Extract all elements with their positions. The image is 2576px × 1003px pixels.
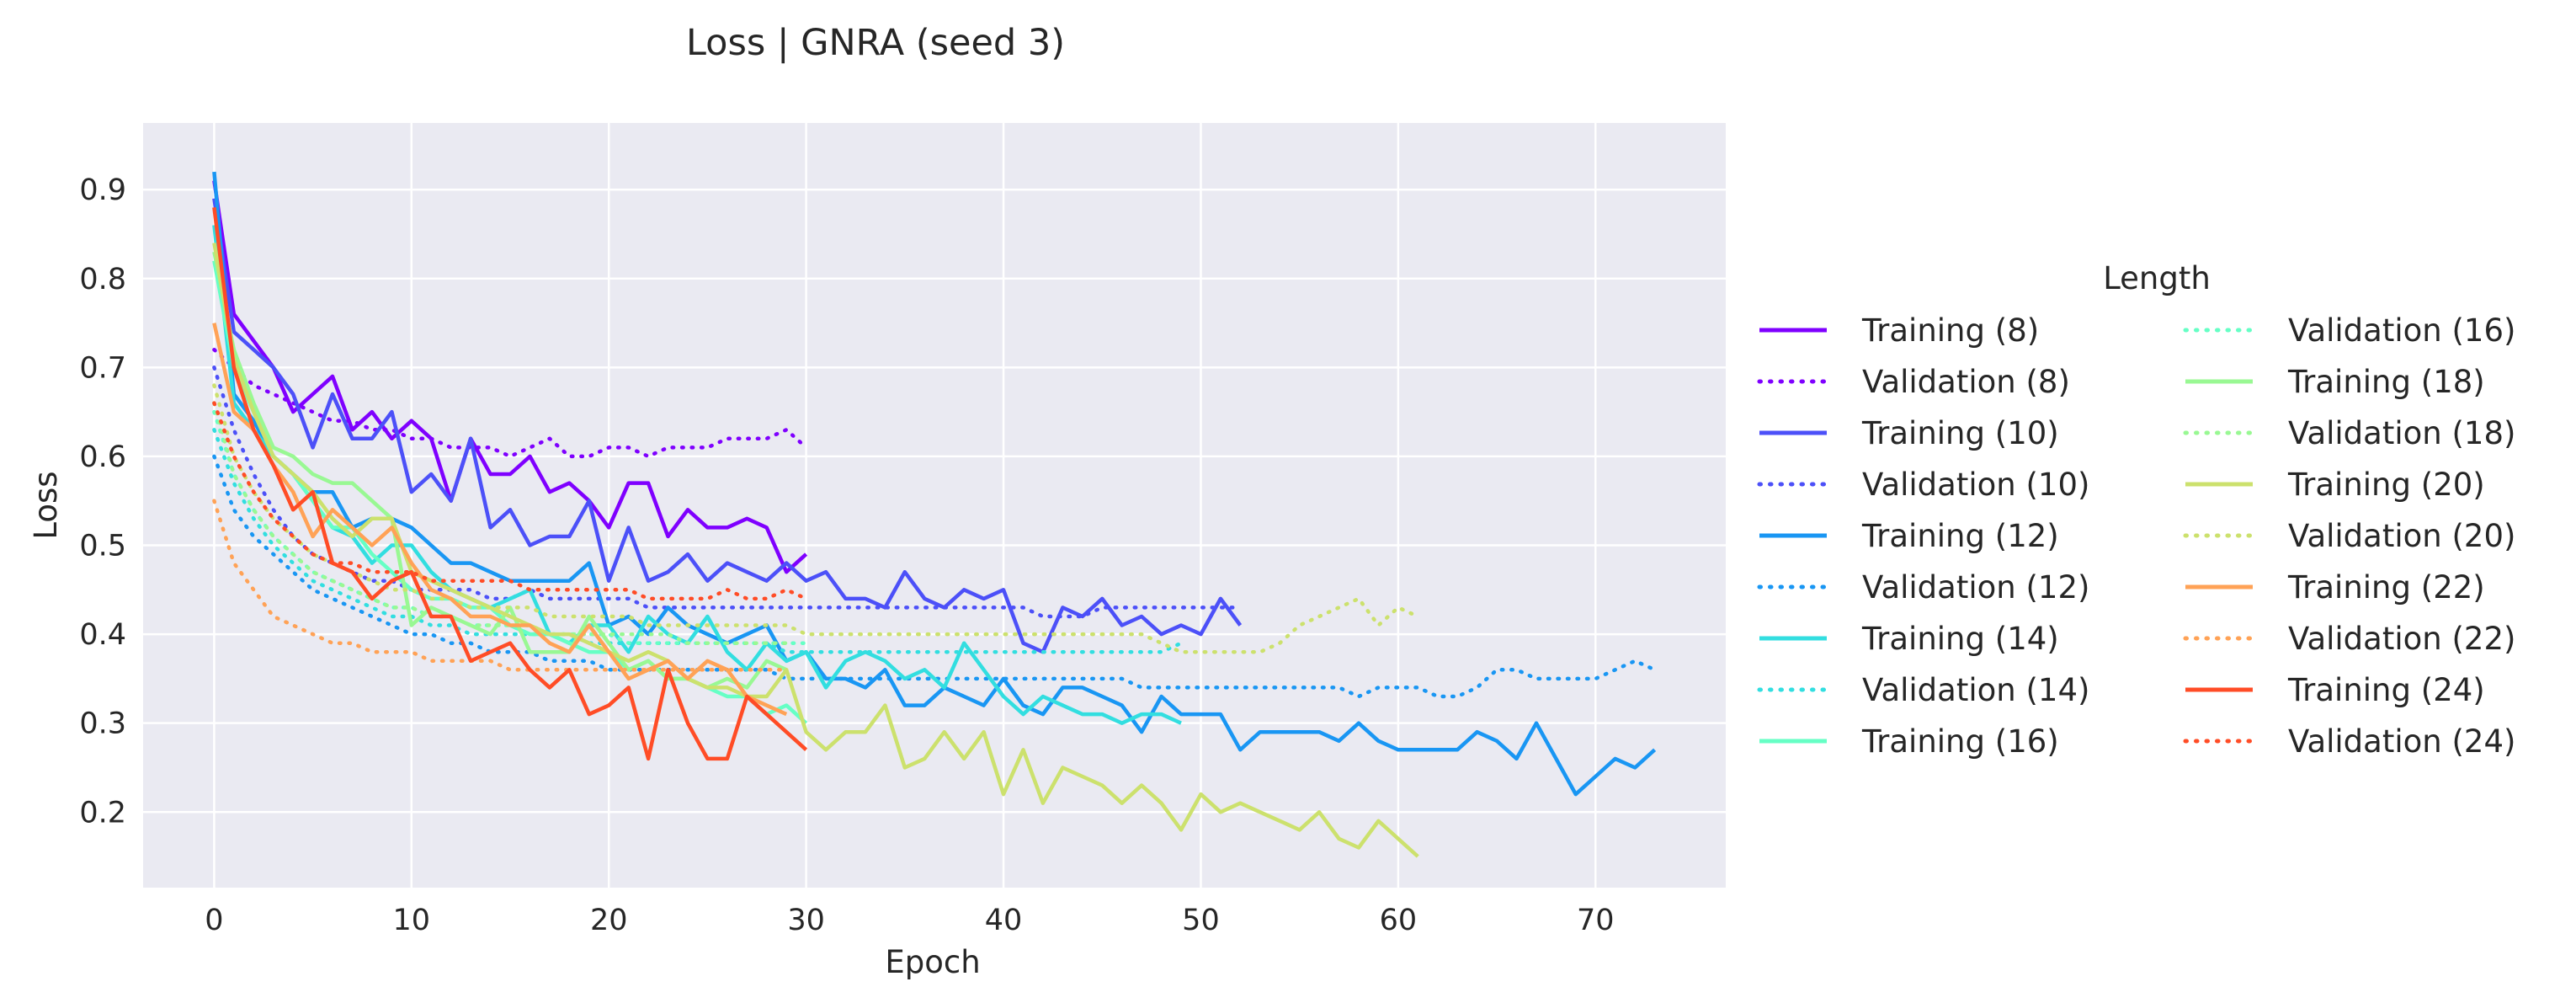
y-tick-label: 0.9 xyxy=(79,173,126,207)
legend-label: Validation (22) xyxy=(2288,621,2515,657)
series-line-11 xyxy=(212,401,789,645)
x-tick-label: 50 xyxy=(1182,904,1220,937)
y-tick-label: 0.5 xyxy=(79,530,126,563)
series-line-6 xyxy=(212,225,1182,725)
legend-label: Training (16) xyxy=(1861,723,2059,760)
legend-label: Training (18) xyxy=(2287,364,2485,400)
legend-label: Training (24) xyxy=(2287,672,2485,708)
series-lines xyxy=(212,171,1657,858)
legend-label: Training (22) xyxy=(2287,569,2485,606)
y-tick-label: 0.4 xyxy=(79,618,126,652)
y-tick-label: 0.8 xyxy=(79,263,126,296)
legend-label: Validation (16) xyxy=(2288,312,2515,349)
plot-area xyxy=(143,123,1726,888)
legend-label: Training (10) xyxy=(1861,415,2059,451)
tick-labels: 0 10 20 30 40 50 60 70 0.2 0.3 0.4 0.5 0.6 0.7 0.8 0.9 xyxy=(79,173,1614,937)
legend-label: Training (14) xyxy=(1861,621,2059,657)
series-line-0 xyxy=(212,180,808,574)
legend: Length Training (8) Validation (8) Trainin… xyxy=(1757,260,2515,760)
series-line-3 xyxy=(212,365,1243,619)
series-line-17 xyxy=(212,401,808,601)
legend-label: Validation (12) xyxy=(1862,569,2089,606)
y-tick-label: 0.3 xyxy=(79,707,126,741)
legend-label: Validation (10) xyxy=(1862,467,2089,503)
x-tick-label: 30 xyxy=(787,904,825,937)
series-line-5 xyxy=(212,454,1657,699)
series-line-2 xyxy=(212,198,1243,654)
x-tick-label: 20 xyxy=(590,904,628,937)
legend-title: Length xyxy=(2103,260,2211,296)
legend-label: Validation (20) xyxy=(2288,518,2515,554)
x-tick-label: 10 xyxy=(393,904,431,937)
series-line-15 xyxy=(212,499,789,672)
series-line-13 xyxy=(212,383,1420,654)
y-tick-label: 0.6 xyxy=(79,440,126,474)
series-line-1 xyxy=(212,347,808,459)
series-line-16 xyxy=(212,207,808,761)
chart-title: Loss | GNRA (seed 3) xyxy=(686,22,1065,64)
legend-label: Validation (18) xyxy=(2288,415,2515,451)
series-line-4 xyxy=(212,171,1657,797)
legend-label: Training (12) xyxy=(1861,518,2059,554)
x-tick-label: 70 xyxy=(1577,904,1615,937)
x-tick-label: 0 xyxy=(205,904,223,937)
legend-label: Training (8) xyxy=(1861,312,2039,349)
x-tick-label: 60 xyxy=(1380,904,1418,937)
legend-label: Validation (24) xyxy=(2288,723,2515,760)
legend-label: Validation (8) xyxy=(1862,364,2070,400)
x-axis-title: Epoch xyxy=(885,944,980,980)
y-axis-title: Loss xyxy=(28,471,64,539)
legend-label: Training (20) xyxy=(2287,467,2485,503)
y-tick-label: 0.7 xyxy=(79,351,126,385)
x-tick-label: 40 xyxy=(985,904,1023,937)
y-tick-label: 0.2 xyxy=(79,796,126,830)
series-line-14 xyxy=(212,323,788,717)
legend-label: Validation (14) xyxy=(1862,672,2089,708)
